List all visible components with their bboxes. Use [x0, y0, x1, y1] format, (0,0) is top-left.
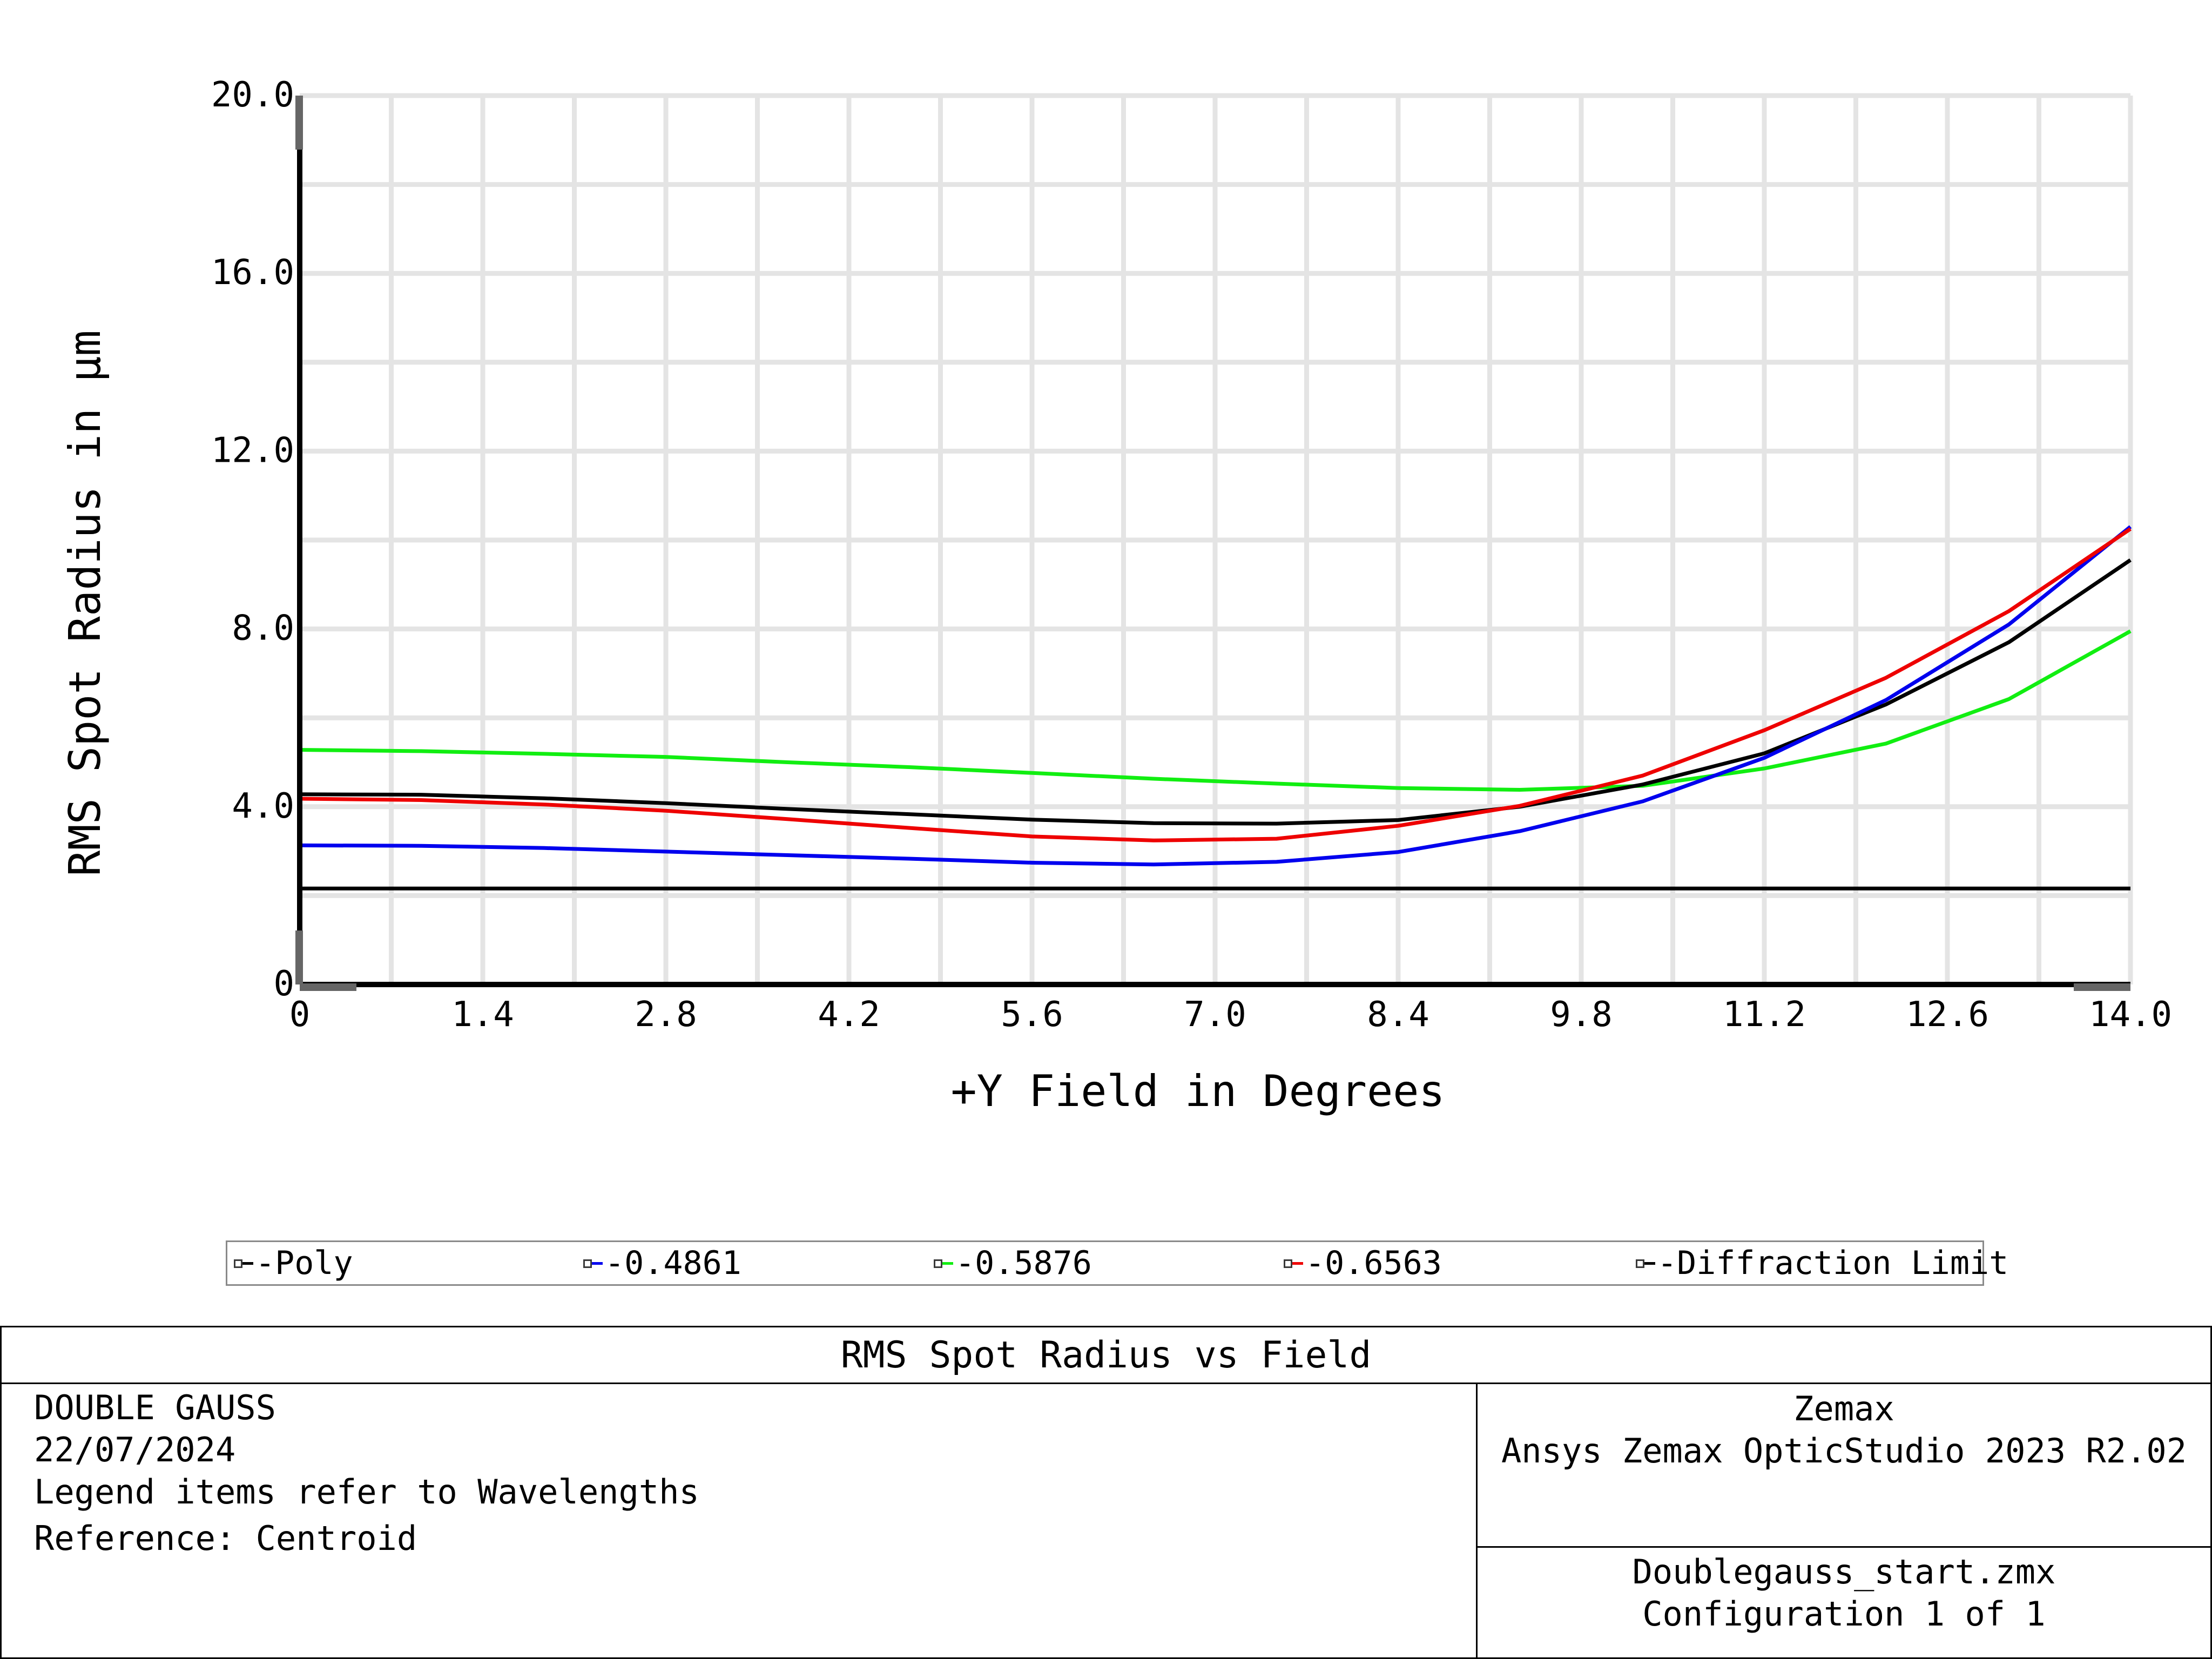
legend-swatch-icon — [1282, 1252, 1303, 1274]
legend-swatch-icon — [1634, 1252, 1655, 1274]
info-block: RMS Spot Radius vs Field DOUBLE GAUSS 22… — [0, 1326, 2212, 1659]
legend-label: -Poly — [255, 1244, 353, 1282]
axes — [295, 96, 2130, 991]
y-axis-title: RMS Spot Radius in µm — [60, 330, 110, 876]
x-axis-handle-left — [300, 983, 356, 991]
legend-swatch-icon — [932, 1252, 953, 1274]
legend-item-poly: -Poly — [232, 1242, 353, 1284]
software-version: Ansys Zemax OpticStudio 2023 R2.02 — [1501, 1431, 2187, 1471]
x-tick-label: 8.4 — [1367, 995, 1429, 1035]
legend-label: -0.5876 — [955, 1244, 1092, 1282]
legend-item-0-5876: -0.5876 — [932, 1242, 1092, 1284]
y-axis-handle-bottom — [295, 930, 303, 984]
legend-swatch-icon — [581, 1252, 603, 1274]
grid-lines — [297, 93, 2133, 987]
tick-labels: 0 1.4 2.8 4.2 5.6 7.0 8.4 9.8 11.2 12.6 14.0 0 4.0 8.… — [211, 75, 2172, 1035]
reference: Reference: Centroid — [34, 1519, 417, 1558]
y-tick-label: 0 — [273, 964, 294, 1004]
legend-label: -Diffraction Limit — [1657, 1244, 2009, 1282]
x-tick-label: 2.8 — [635, 995, 697, 1035]
legend-label: -0.4861 — [605, 1244, 741, 1282]
series-line-0-6563 — [299, 527, 2132, 842]
x-tick-label: 4.2 — [818, 995, 880, 1035]
y-axis-handle-top — [295, 96, 303, 150]
y-tick-label: 16.0 — [211, 253, 294, 293]
x-tick-label: 0 — [289, 995, 311, 1035]
x-tick-label: 11.2 — [1723, 995, 1806, 1035]
chart-area: 0 1.4 2.8 4.2 5.6 7.0 8.4 9.8 11.2 12.6 14.0 0 4.0 8.… — [60, 75, 2172, 1116]
x-tick-label: 1.4 — [451, 995, 514, 1035]
y-tick-label: 20.0 — [211, 75, 294, 115]
legend-item-diffraction-limit: -Diffraction Limit — [1634, 1242, 2008, 1284]
info-left-panel: DOUBLE GAUSS 22/07/2024 Legend items ref… — [34, 1387, 699, 1560]
x-tick-label: 14.0 — [2089, 995, 2172, 1035]
series-lines — [299, 525, 2132, 891]
series-line-0-4861 — [299, 525, 2132, 867]
legend-item-0-6563: -0.6563 — [1282, 1242, 1442, 1284]
legend-note: Legend items refer to Wavelengths — [34, 1472, 699, 1512]
lens-name: DOUBLE GAUSS — [34, 1388, 276, 1427]
legend-item-0-4861: -0.4861 — [581, 1242, 741, 1284]
chart-title: RMS Spot Radius vs Field — [2, 1327, 2210, 1384]
x-axis-handle-right — [2074, 983, 2130, 991]
info-file-panel: Doublegauss_start.zmx Configuration 1 of… — [1476, 1548, 2210, 1659]
configuration: Configuration 1 of 1 — [1642, 1594, 2046, 1634]
x-tick-label: 9.8 — [1550, 995, 1613, 1035]
x-axis-title: +Y Field in Degrees — [950, 1066, 1445, 1116]
date: 22/07/2024 — [34, 1430, 236, 1469]
info-software-panel: Zemax Ansys Zemax OpticStudio 2023 R2.02 — [1476, 1382, 2210, 1548]
y-tick-label: 4.0 — [232, 786, 294, 826]
legend: -Poly -0.4861 -0.5876 -0.6563 -Diffracti… — [226, 1240, 2008, 1286]
x-tick-label: 7.0 — [1184, 995, 1246, 1035]
series-line-0-5876 — [299, 629, 2132, 792]
legend-label: -0.6563 — [1305, 1244, 1442, 1282]
x-tick-label: 5.6 — [1001, 995, 1063, 1035]
file-name: Doublegauss_start.zmx — [1632, 1552, 2056, 1591]
x-tick-label: 12.6 — [1906, 995, 1989, 1035]
company: Zemax — [1793, 1389, 1894, 1428]
legend-swatch-icon — [232, 1252, 253, 1274]
y-tick-label: 12.0 — [211, 430, 294, 470]
y-tick-label: 8.0 — [232, 609, 294, 649]
